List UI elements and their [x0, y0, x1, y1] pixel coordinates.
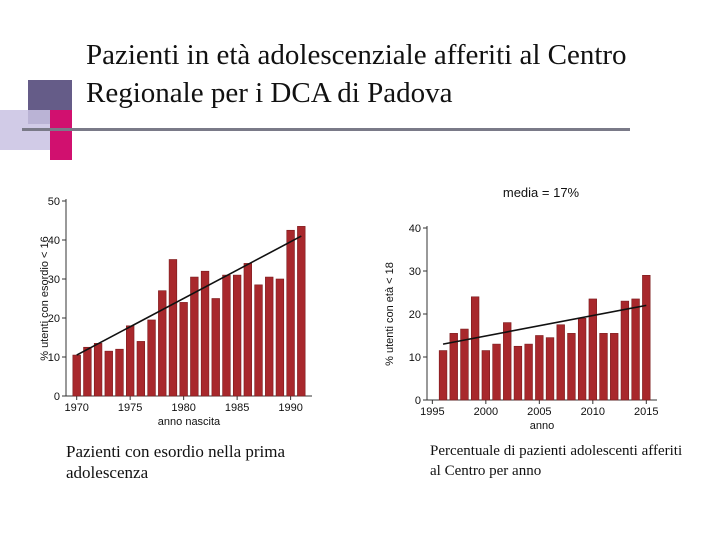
right-bar [642, 275, 651, 401]
right-bar [567, 333, 576, 401]
left-y-tick-label: 20 [48, 313, 60, 325]
left-bar [222, 274, 231, 397]
right-y-tick-label: 30 [409, 266, 421, 278]
left-x-tick-label: 1985 [225, 402, 249, 414]
left-x-tick-label: 1970 [64, 402, 88, 414]
left-bar [72, 354, 81, 397]
right-bar [535, 335, 544, 401]
right-x-axis-label: anno [530, 420, 554, 432]
left-y-tick-label: 30 [48, 274, 60, 286]
right-x-tick-label: 2005 [527, 406, 551, 418]
right-bar [503, 322, 512, 401]
right-bar [492, 343, 501, 401]
right-bar [524, 343, 533, 401]
right-y-tick-label: 20 [409, 309, 421, 321]
left-bar [147, 319, 156, 397]
left-bar [200, 270, 210, 397]
left-bar [136, 341, 146, 397]
left-y-tick-label: 10 [48, 352, 60, 364]
left-bar [243, 263, 252, 397]
left-x-axis-label: anno nascita [158, 416, 221, 428]
chart-left-birth-year: 0 10 20 30 40 50 1970 1975 1980 1985 1990 anno nasc… [39, 196, 312, 428]
right-bar [577, 318, 587, 401]
left-bar [275, 278, 285, 397]
title-underline [22, 128, 630, 131]
left-trend-line [76, 235, 302, 356]
left-y-tick-label: 50 [48, 196, 60, 208]
right-bar [556, 324, 565, 401]
left-bar [158, 290, 167, 397]
left-bar [297, 226, 306, 397]
right-bar [470, 296, 480, 401]
right-trend-line [442, 304, 647, 345]
left-x-tick-label: 1990 [278, 402, 302, 414]
caption-right: Percentuale di pazienti adolescenti affe… [430, 443, 683, 479]
chart-right-per-year: 0 10 20 30 40 1995 2000 2005 2010 2015 anno % utent… [384, 185, 659, 432]
right-y-tick-label: 40 [409, 223, 421, 235]
right-bar [449, 333, 458, 401]
left-bar [104, 350, 113, 397]
right-x-tick-label: 2000 [474, 406, 498, 418]
right-y-tick-label: 0 [415, 395, 421, 407]
right-x-tick-label: 2010 [581, 406, 605, 418]
right-bar [599, 333, 608, 401]
caption-left: Pazienti con esordio nella prima adolesc… [66, 442, 286, 482]
right-bar [545, 337, 555, 401]
left-bar [126, 325, 135, 397]
left-bar [254, 284, 263, 397]
left-bar [211, 298, 220, 397]
left-bar [83, 346, 92, 397]
left-x-tick-label: 1975 [118, 402, 142, 414]
right-y-axis-label: % utenti con età < 18 [384, 262, 396, 366]
right-x-tick-label: 2015 [634, 406, 658, 418]
left-bar [232, 274, 242, 397]
right-bar [588, 298, 597, 401]
left-bar [168, 259, 178, 397]
left-bar [286, 229, 295, 397]
slide-title: Pazienti in età adolescenziale afferiti … [86, 39, 627, 109]
left-y-axis-label: % utenti con esordio < 16 [39, 236, 51, 360]
right-bar [460, 328, 469, 401]
left-bar [93, 343, 103, 397]
right-y-tick-label: 10 [409, 352, 421, 364]
left-bar [190, 276, 199, 397]
left-bar [265, 276, 274, 397]
right-bar [513, 345, 523, 401]
right-bar [438, 350, 448, 401]
right-bar [620, 300, 630, 401]
right-bar [610, 333, 619, 401]
left-y-tick-label: 40 [48, 235, 60, 247]
left-bar [179, 302, 188, 397]
left-x-tick-label: 1980 [171, 402, 195, 414]
left-bar [115, 348, 124, 397]
right-x-tick-label: 1995 [420, 406, 444, 418]
left-y-tick-label: 0 [54, 391, 60, 403]
right-bar [481, 350, 490, 401]
right-annotation: media = 17% [503, 185, 580, 200]
decor-bar-magenta [50, 110, 72, 160]
right-bar [631, 298, 640, 401]
